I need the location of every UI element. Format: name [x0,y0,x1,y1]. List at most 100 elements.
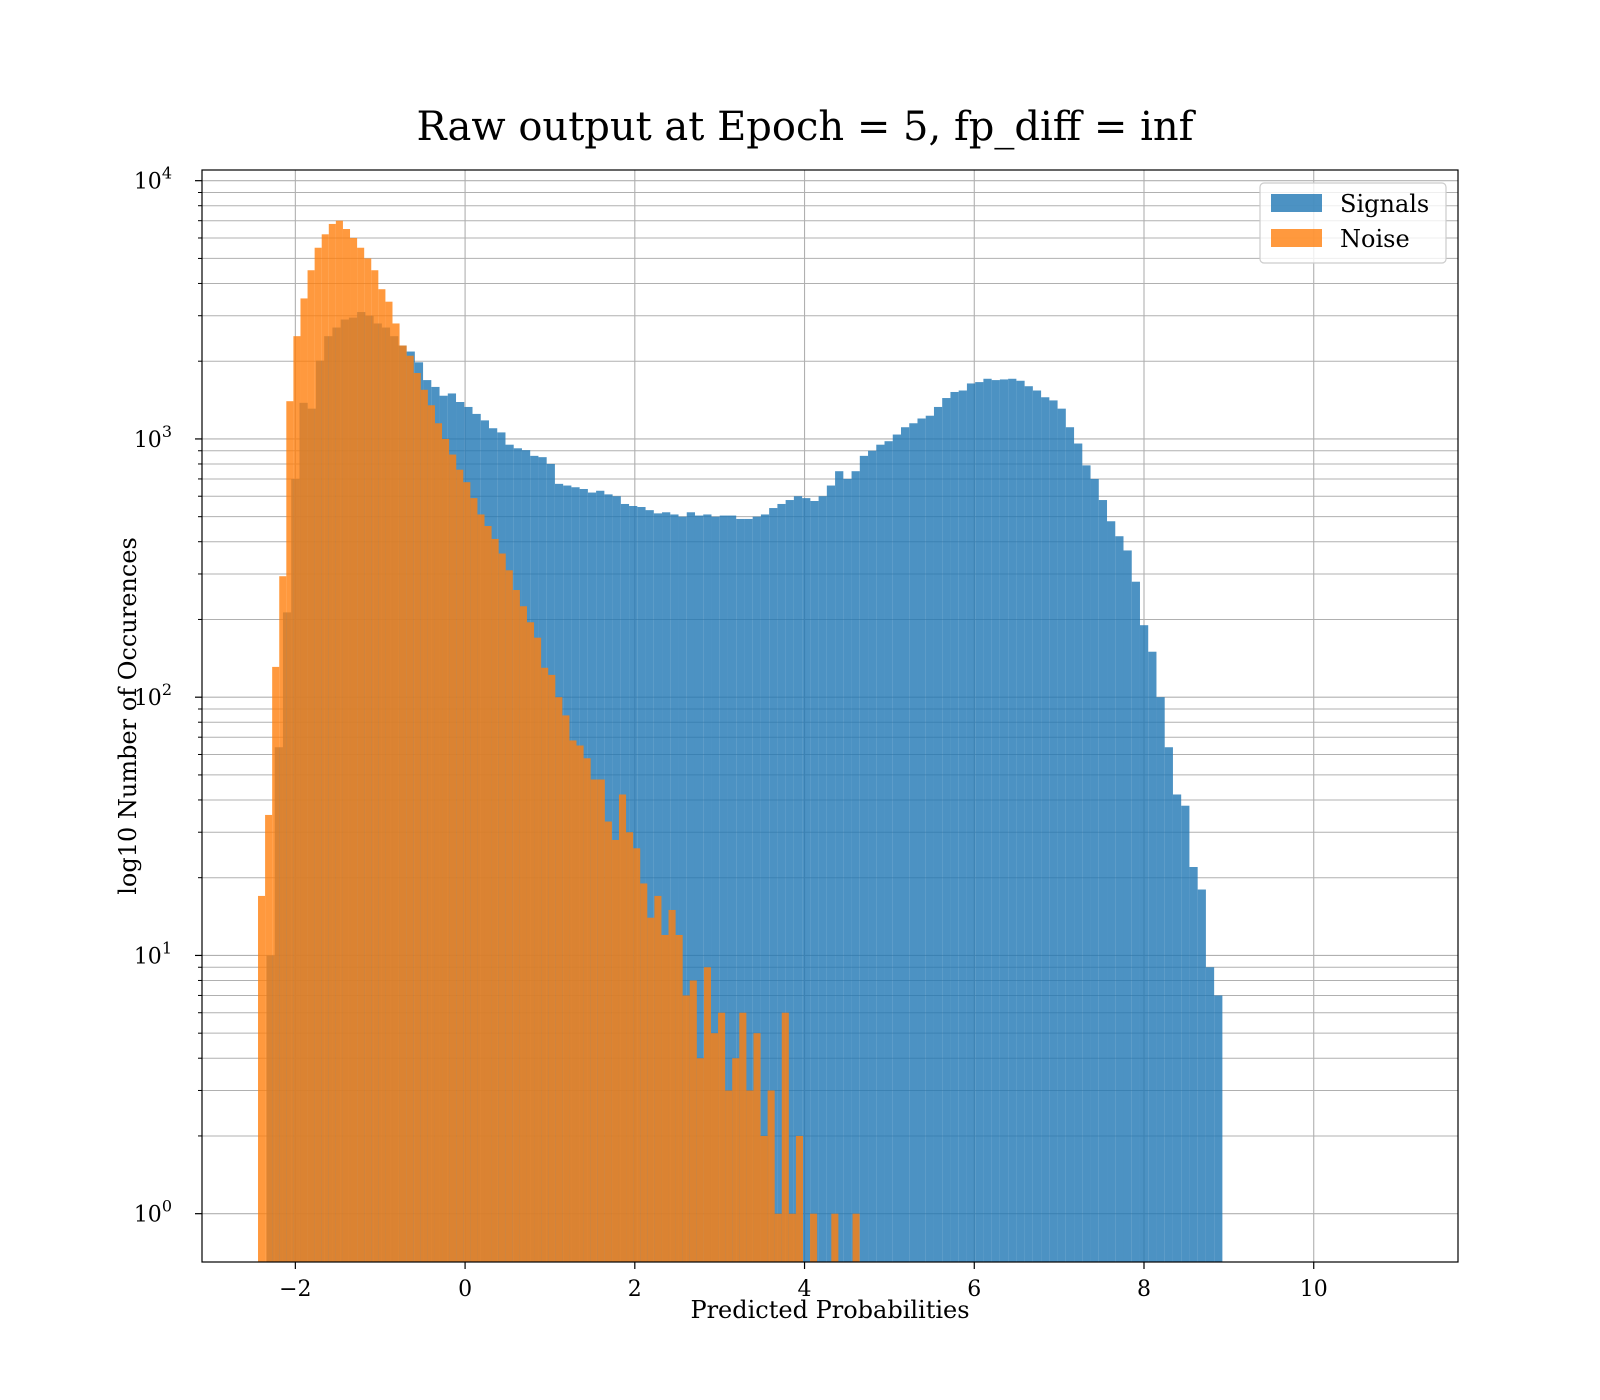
noise-bar [548,674,556,1262]
signals-bar [769,508,778,1262]
noise-bar [774,1213,782,1262]
noise-bar [526,622,535,1262]
signals-bar [1123,550,1132,1262]
noise-bar [611,839,619,1262]
legend-label-signals: Signals [1340,190,1429,218]
signals-bar [868,450,877,1262]
x-axis-title: Predicted Probabilities [690,1296,969,1324]
noise-bar [852,1213,860,1262]
signals-bar [966,383,976,1262]
noise-bar [781,1012,789,1262]
noise-bar [718,1012,726,1262]
signals-bar [1148,651,1157,1262]
signals-bar [793,496,803,1262]
noise-bar [335,220,343,1262]
noise-bar [795,1135,803,1262]
noise-bar [668,909,676,1262]
noise-bar [442,438,450,1262]
noise-bar [675,934,683,1262]
noise-bar [732,1058,740,1262]
noise-bar [597,779,605,1262]
signals-bar [999,379,1009,1263]
noise-bar [385,301,393,1262]
signals-bar [1115,536,1124,1262]
signals-bar [933,406,943,1262]
signals-bar [942,398,951,1263]
plot-area-frame [201,169,1459,1263]
signals-bar [662,512,671,1262]
signals-bar [835,471,844,1263]
chart-title: Raw output at Epoch = 5, fp_diff = inf [417,104,1197,150]
signals-bar [818,496,827,1262]
x-tick-label: 4 [798,1277,812,1302]
signals-bar [950,391,959,1263]
legend-swatch-noise [1271,229,1322,247]
signals-bar [1156,697,1165,1262]
y-axis-ticks: 100 101 102 103 104 [134,164,202,1228]
noise-bar [258,895,266,1262]
signals-bar [686,512,695,1262]
signals-bar [1197,889,1206,1262]
signals-bar [1032,390,1042,1262]
noise-bar [505,570,513,1262]
signals-bar [785,500,794,1262]
signals-bar [1074,443,1083,1262]
noise-bar [434,423,443,1263]
x-tick-label: −2 [279,1277,311,1302]
signals-bar [1057,408,1066,1262]
signals-bar [1189,867,1198,1262]
signals-bar [752,516,761,1262]
signals-bar [901,427,910,1262]
noise-bar [357,247,365,1262]
noise-bar [640,883,648,1262]
noise-bar [746,1090,754,1262]
signals-bar [859,455,869,1262]
x-tick-label: 10 [1300,1277,1328,1302]
signals-bar [983,378,992,1263]
x-tick-label: 8 [1137,1277,1151,1302]
signals-bar [1164,747,1173,1262]
noise-bar [682,995,690,1262]
noise-bar [739,1012,747,1262]
signals-bar [645,510,654,1262]
noise-bar [272,666,280,1262]
signals-bar [703,514,712,1262]
noise-bar [604,821,612,1262]
noise-bar [760,1135,768,1262]
noise-bar [767,1090,775,1262]
noise-bar [562,715,570,1262]
signals-bar [1065,427,1075,1262]
signals-bar [876,444,885,1262]
noise-bar [279,576,287,1262]
signals-bar [777,503,786,1262]
signals-bar [1107,521,1116,1262]
signals-bar [760,514,770,1262]
noise-bar [534,637,542,1262]
noise-bar [364,258,372,1262]
noise-bar [633,848,641,1262]
signals-bar [1090,478,1099,1262]
signals-bar [727,515,737,1262]
noise-bar [569,740,577,1262]
signals-bar [1214,995,1223,1262]
signals-bar [826,485,836,1263]
noise-bar [647,917,655,1262]
x-tick-label: 2 [628,1277,642,1302]
noise-bar [590,779,598,1262]
noise-bar [420,389,428,1262]
noise-bar [519,606,527,1262]
noise-bar [314,247,322,1262]
signals-bar [711,516,720,1262]
noise-bars [258,220,860,1263]
signals-bar [851,471,860,1263]
noise-bar [371,270,379,1263]
signals-bar [1082,465,1091,1262]
noise-bar [626,832,634,1262]
signals-bar [744,518,753,1262]
signals-bar [1008,378,1017,1263]
noise-bar [470,498,478,1262]
y-tick-label: 100 [134,1197,172,1228]
y-tick-label: 102 [134,680,172,711]
noise-bar [576,745,584,1262]
